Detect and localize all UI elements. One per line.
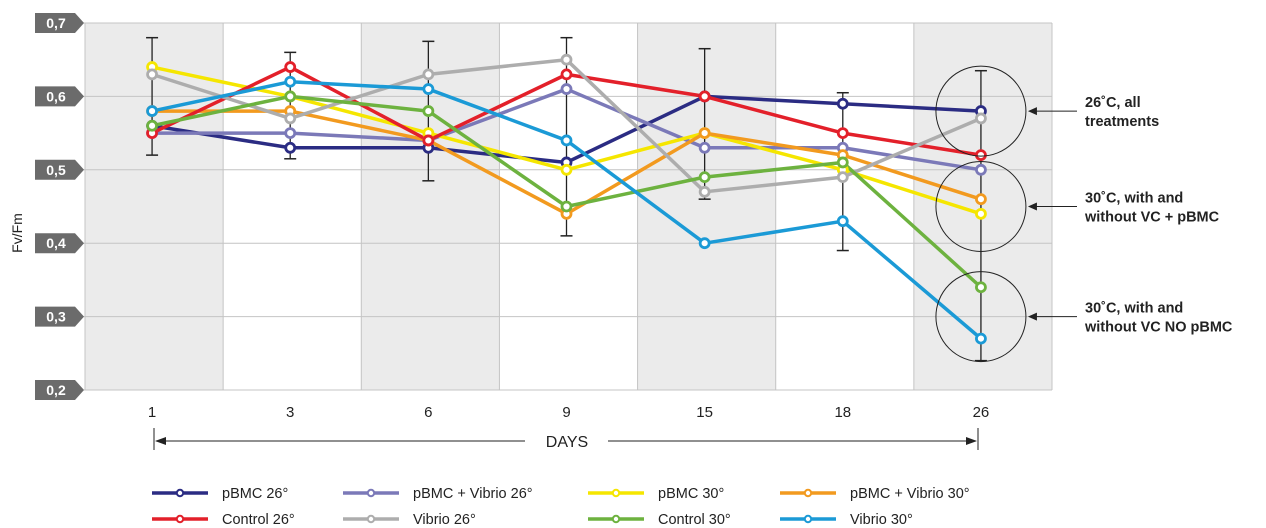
annotation-circle <box>935 271 1027 363</box>
data-point <box>560 134 573 147</box>
data-point <box>836 156 849 169</box>
data-point <box>284 75 297 88</box>
legend-swatch-marker <box>175 514 185 524</box>
series-lines <box>146 53 987 345</box>
x-tick-label: 1 <box>148 404 156 421</box>
legend-swatch-marker <box>366 488 376 498</box>
y-tick-label: 0,5 <box>46 162 66 178</box>
data-point <box>836 127 849 140</box>
annotation-circle <box>935 161 1027 252</box>
legend-label: pBMC 26° <box>222 486 288 502</box>
data-point <box>836 215 849 228</box>
annotation-arrowhead <box>1027 202 1037 211</box>
legend-label: Vibrio 30° <box>850 512 913 528</box>
data-point <box>698 185 711 198</box>
data-point <box>284 61 297 73</box>
data-point <box>975 332 987 345</box>
data-point <box>975 149 987 162</box>
legend-label: pBMC 30° <box>658 486 724 502</box>
data-point <box>836 171 849 184</box>
x-bracket-left-arrow <box>155 437 166 445</box>
x-tick-label: 15 <box>696 404 713 421</box>
data-point <box>975 193 987 206</box>
data-point <box>560 200 573 213</box>
annotation-label: without VC + pBMC <box>1084 210 1220 226</box>
legend-label: pBMC + Vibrio 26° <box>413 486 533 502</box>
x-tick-label: 9 <box>562 404 570 421</box>
data-point <box>560 163 573 176</box>
annotation-label: 30˚C, with and <box>1085 191 1183 207</box>
x-axis-label: DAYS <box>546 434 588 451</box>
y-tick-tab <box>35 159 84 180</box>
data-point <box>698 90 711 103</box>
data-point <box>560 83 573 95</box>
legend-label: Vibrio 26° <box>413 512 476 528</box>
legend-swatch-marker <box>611 514 621 524</box>
y-axis-ticks: 0,2 0,3 0,4 0,5 0,6 0,7 <box>35 13 84 400</box>
y-tick-tab <box>35 380 84 400</box>
legend-swatch-marker <box>611 488 621 498</box>
data-point <box>975 163 987 176</box>
y-axis-label: Fv/Fm <box>9 213 25 253</box>
x-tick-label: 26 <box>973 404 990 421</box>
x-tick-label: 3 <box>286 404 294 421</box>
annotation-label: 30˚C, with and <box>1085 301 1183 317</box>
x-bracket-right-arrow <box>966 437 977 445</box>
data-point <box>975 207 987 220</box>
y-tick-label: 0,6 <box>46 88 66 104</box>
legend-swatch-marker <box>366 514 376 524</box>
x-axis-ticks: 1 3 6 9 15 18 26 <box>148 404 989 421</box>
data-point <box>560 68 573 81</box>
data-point <box>698 127 711 140</box>
legend-label: Control 26° <box>222 512 295 528</box>
data-point <box>146 119 158 132</box>
legend-swatch-marker <box>803 488 813 498</box>
annotation-label: treatments <box>1085 114 1159 130</box>
legend-swatch-marker <box>803 514 813 524</box>
x-axis-bracket: DAYS <box>153 428 979 451</box>
data-point <box>698 171 711 184</box>
legend-label: pBMC + Vibrio 30° <box>850 486 970 502</box>
column-band <box>85 23 224 390</box>
data-point <box>560 53 573 66</box>
legend-swatch-marker <box>175 488 185 498</box>
column-band <box>637 23 776 390</box>
y-tick-tab <box>35 306 84 327</box>
y-tick-tab <box>35 13 84 33</box>
legend-label: Control 30° <box>658 512 731 528</box>
data-point <box>284 90 297 103</box>
data-point <box>975 112 987 125</box>
x-tick-label: 6 <box>424 404 432 421</box>
annotation-arrowhead <box>1027 107 1037 116</box>
y-tick-tab <box>35 86 84 107</box>
data-point <box>698 237 711 250</box>
annotation-circle <box>935 65 1027 157</box>
y-tick-label: 0,3 <box>46 309 66 325</box>
annotation-label: without VC NO pBMC <box>1084 320 1233 336</box>
data-point <box>146 105 158 117</box>
x-tick-label: 18 <box>834 404 851 421</box>
data-point <box>284 112 297 125</box>
annotations: 26˚C, all treatments 30˚C, with and without… <box>935 65 1233 363</box>
data-point <box>146 68 158 81</box>
data-point <box>422 134 435 147</box>
data-point <box>284 141 297 154</box>
data-point <box>422 105 435 117</box>
annotation-label: 26˚C, all <box>1085 95 1141 111</box>
data-point <box>284 127 297 140</box>
data-point <box>698 141 711 154</box>
data-point <box>422 68 435 81</box>
y-tick-label: 0,4 <box>46 235 66 251</box>
annotation-arrowhead <box>1027 312 1037 321</box>
y-tick-label: 0,2 <box>46 382 66 398</box>
legend: pBMC 26° pBMC + Vibrio 26° pBMC 30° pBMC + … <box>152 486 970 528</box>
data-point <box>975 281 987 294</box>
y-tick-tab <box>35 233 84 254</box>
y-tick-label: 0,7 <box>46 15 66 31</box>
data-point <box>836 97 849 110</box>
data-point <box>422 83 435 95</box>
